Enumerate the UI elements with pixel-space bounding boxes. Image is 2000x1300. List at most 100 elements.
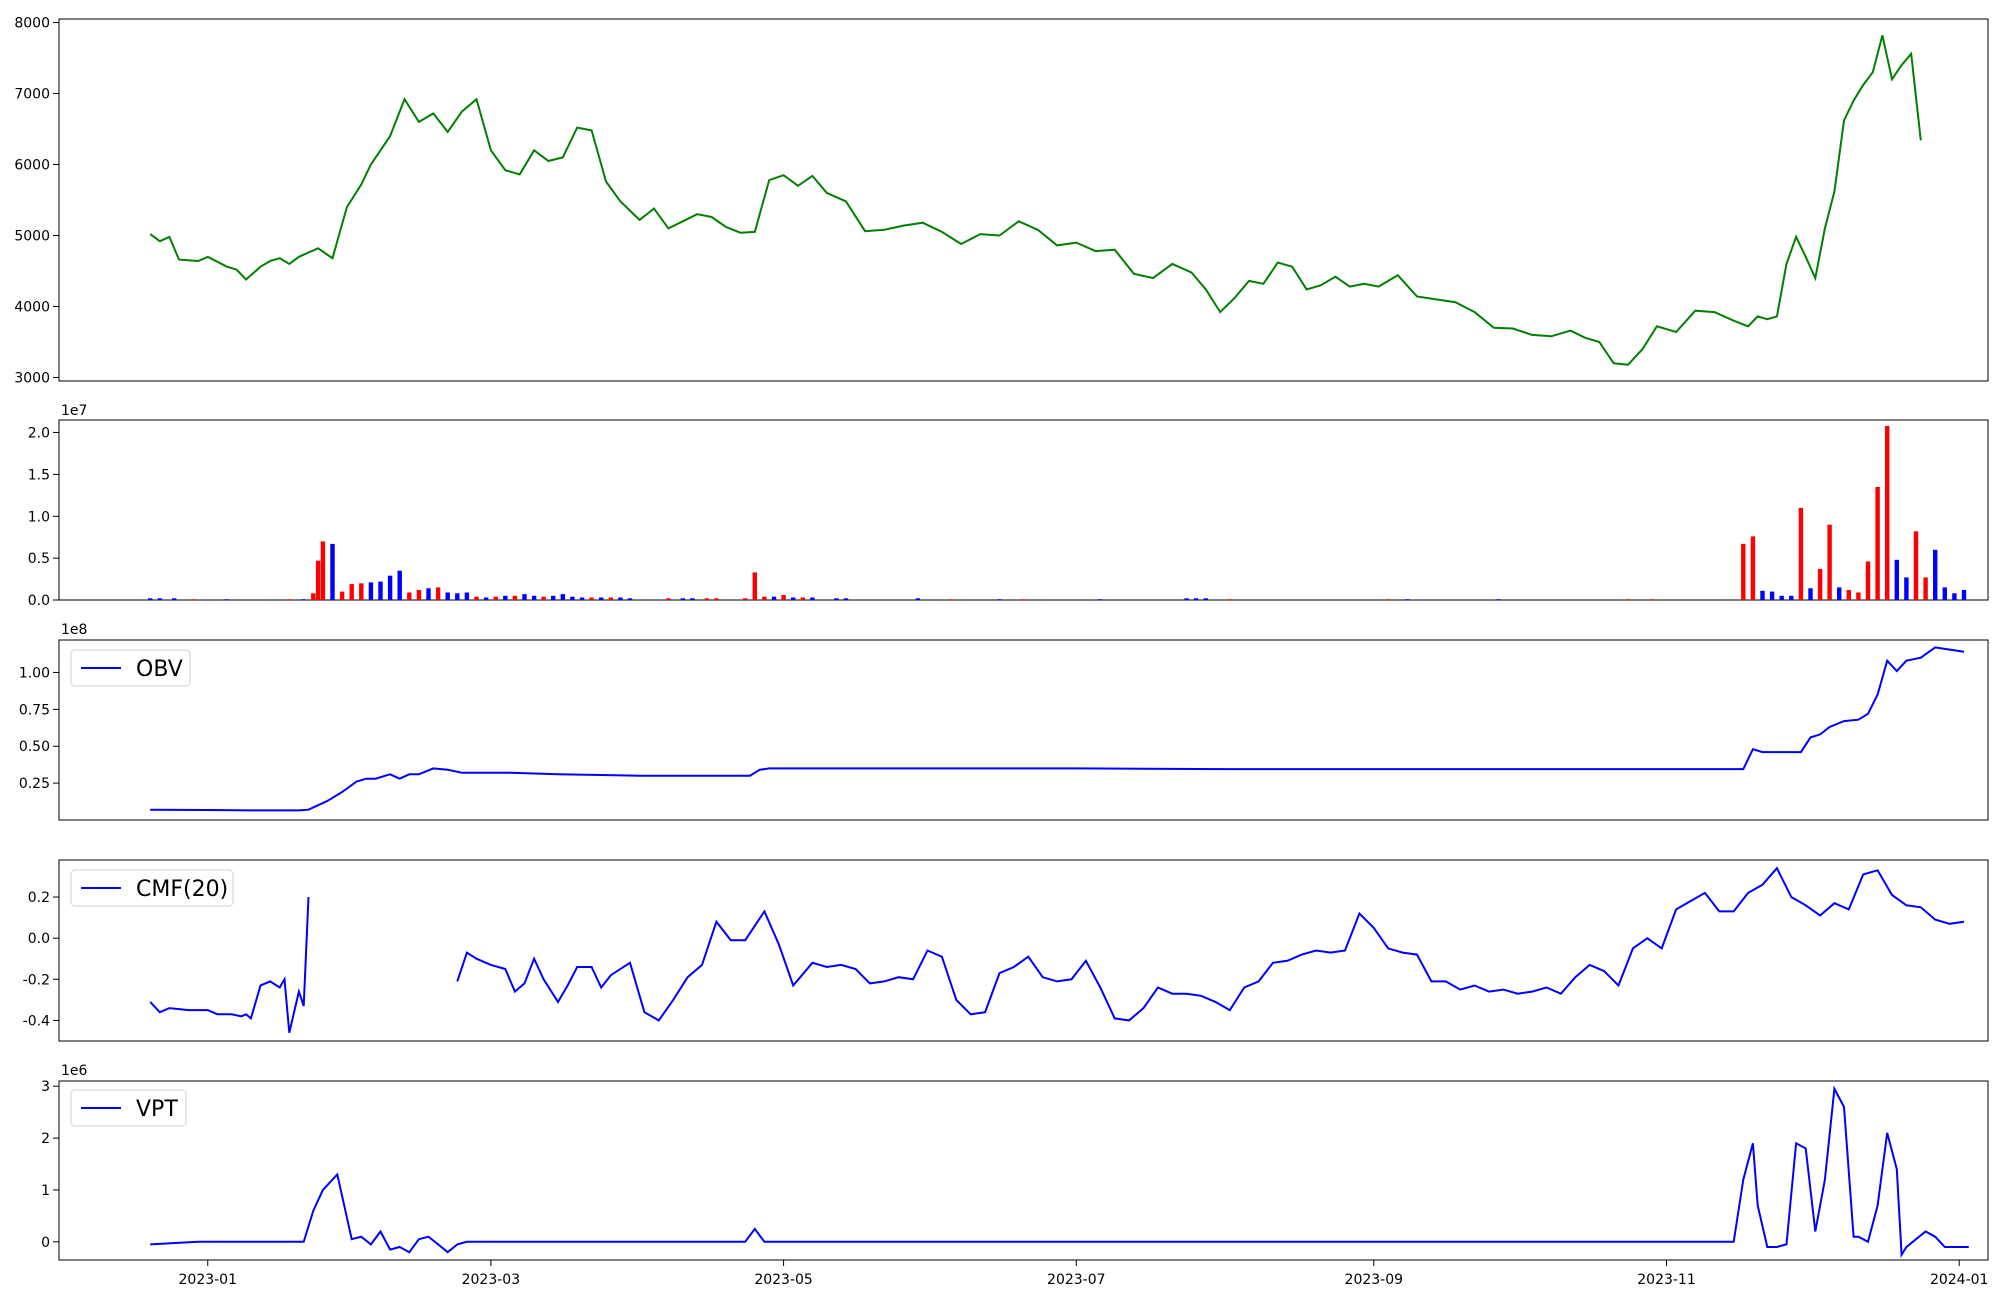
volume-bar [1933, 549, 1938, 600]
volume-bar [1952, 593, 1957, 600]
volume-bar [680, 598, 685, 600]
volume-bar [1750, 536, 1756, 600]
x-tick-label: 2024-01 [1930, 1272, 1989, 1288]
price-y-axis: 3000 4000 5000 6000 7000 8000 [14, 16, 59, 386]
volume-bar [315, 560, 321, 600]
volume-bar [1741, 543, 1746, 600]
y-tick-label: 3 [41, 1079, 50, 1095]
y-tick-label: 0.0 [28, 593, 50, 609]
price-line [149, 35, 1922, 366]
y-tick-label: -0.4 [23, 1013, 50, 1029]
obv-line [150, 646, 1965, 812]
y-tick-label: 0.75 [19, 702, 50, 718]
volume-bar [762, 596, 767, 600]
volume-bar [1649, 599, 1655, 600]
volume-bar [800, 597, 805, 600]
obv-panel: 1e8 0.25 0.50 0.75 1.00 OBV [19, 622, 1989, 821]
volume-bar [493, 596, 498, 600]
volume-bar [1913, 531, 1919, 600]
y-tick-label: 5000 [14, 228, 50, 244]
volume-bar [743, 598, 748, 600]
obv-plot-frame [58, 639, 1989, 821]
volume-bar [589, 597, 594, 600]
y-tick-label: 0.2 [28, 890, 50, 906]
volume-bar [1961, 590, 1967, 600]
volume-bar [714, 598, 719, 600]
volume-bar [445, 592, 450, 600]
volume-bar [1021, 599, 1026, 600]
volume-bar [157, 598, 162, 600]
y-tick-label: 3000 [14, 370, 50, 386]
volume-bar [148, 598, 153, 600]
y-tick-label: 1 [41, 1183, 50, 1199]
volume-bar [435, 587, 441, 600]
volume-bar [1798, 507, 1804, 600]
volume-bar [1769, 591, 1775, 600]
volume-bar [172, 598, 177, 600]
volume-bar [791, 597, 796, 600]
volume-bar [531, 595, 537, 600]
volume-bar [483, 597, 489, 600]
volume-bar [522, 594, 527, 600]
obv-y-axis: 0.25 0.50 0.75 1.00 [19, 665, 59, 792]
volume-bar [1184, 598, 1189, 600]
volume-bar [1885, 425, 1890, 600]
volume-bar [503, 595, 508, 600]
y-tick-label: 7000 [14, 87, 50, 103]
vpt-legend-frame [70, 1089, 187, 1127]
y-tick-label: 8000 [14, 16, 50, 32]
x-tick-label: 2023-11 [1637, 1272, 1696, 1288]
volume-bar [368, 582, 374, 600]
y-tick-label: 0.25 [19, 776, 50, 792]
volume-bar [407, 592, 412, 600]
volume-bar [1904, 577, 1909, 600]
volume-bar [1827, 524, 1832, 600]
y-tick-label: 0.0 [28, 931, 50, 947]
volume-bar [579, 597, 585, 600]
volume-bar [1194, 598, 1199, 600]
x-tick-label: 2023-01 [179, 1272, 238, 1288]
vpt-legend-label: VPT [136, 1097, 178, 1122]
volume-bar [551, 595, 556, 600]
volume-y-axis: 0.0 0.5 1.0 1.5 2.0 [28, 426, 59, 609]
volume-bar [359, 583, 364, 600]
volume-bar [1865, 561, 1871, 600]
volume-panel: 1e7 0.0 0.5 1.0 1.5 2.0 [28, 403, 1989, 609]
cmf-y-axis: -0.4 -0.2 0.0 0.2 [23, 890, 59, 1029]
volume-bar [1894, 559, 1899, 600]
volume-bar [560, 594, 565, 600]
volume-bar [320, 541, 326, 600]
volume-bar [474, 596, 479, 600]
volume-bar [1779, 595, 1784, 600]
volume-bar [464, 592, 470, 600]
volume-bar [541, 596, 546, 600]
volume-bar [666, 598, 671, 600]
volume-bar [1789, 595, 1794, 600]
y-tick-label: 4000 [14, 299, 50, 315]
volume-bar [1942, 587, 1947, 600]
volume-bar [512, 595, 518, 600]
cmf-legend: CMF(20) [70, 869, 234, 907]
volume-bar [1405, 599, 1410, 600]
x-tick-label: 2023-05 [754, 1272, 813, 1288]
volume-bars [148, 425, 1967, 600]
cmf-legend-label: CMF(20) [136, 877, 228, 902]
x-tick-label: 2023-09 [1345, 1272, 1404, 1288]
volume-bar [1625, 599, 1631, 600]
volume-bar [834, 598, 839, 600]
volume-bar [608, 597, 613, 600]
x-tick-label: 2023-03 [462, 1272, 521, 1288]
volume-bar [781, 595, 786, 600]
y-tick-label: 2.0 [28, 426, 50, 442]
volume-bar [1808, 588, 1813, 600]
y-tick-label: 0.5 [28, 551, 50, 567]
volume-bar [301, 599, 306, 600]
volume-bar [339, 591, 345, 600]
y-tick-label: 1.00 [19, 665, 50, 681]
cmf-line [149, 866, 1965, 1034]
y-tick-label: 1.5 [28, 467, 50, 483]
volume-bar [455, 593, 460, 600]
volume-bar [1227, 599, 1232, 600]
